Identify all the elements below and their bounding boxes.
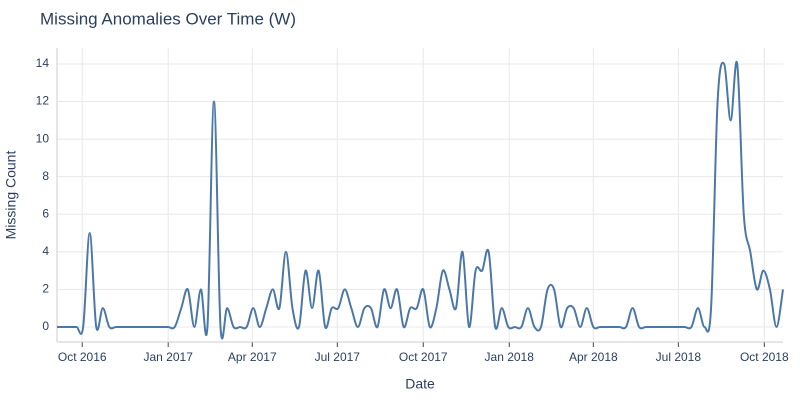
y-tick-label: 10 (36, 131, 50, 145)
x-tick-label: Jan 2018 (485, 350, 535, 364)
x-tick-label: Oct 2016 (58, 350, 107, 364)
line-series (56, 60, 784, 340)
x-tick-label: Jul 2017 (315, 350, 361, 364)
x-tick-label: Apr 2018 (569, 350, 618, 364)
x-tick-label: Jan 2017 (143, 350, 193, 364)
y-tick-label: 2 (42, 282, 49, 296)
x-axis-label: Date (405, 376, 435, 392)
y-tick-label: 8 (42, 169, 49, 183)
x-tick-label: Apr 2017 (228, 350, 277, 364)
x-tick-label: Oct 2017 (399, 350, 448, 364)
chart-title: Missing Anomalies Over Time (W) (40, 9, 296, 28)
y-tick-label: 4 (42, 244, 49, 258)
x-tick-label: Jul 2018 (656, 350, 702, 364)
y-axis-label: Missing Count (3, 151, 19, 240)
y-tick-label: 12 (36, 94, 50, 108)
y-tick-label: 0 (42, 319, 49, 333)
x-tick-label: Oct 2018 (740, 350, 789, 364)
y-tick-label: 14 (36, 56, 50, 70)
y-tick-label: 6 (42, 206, 49, 220)
